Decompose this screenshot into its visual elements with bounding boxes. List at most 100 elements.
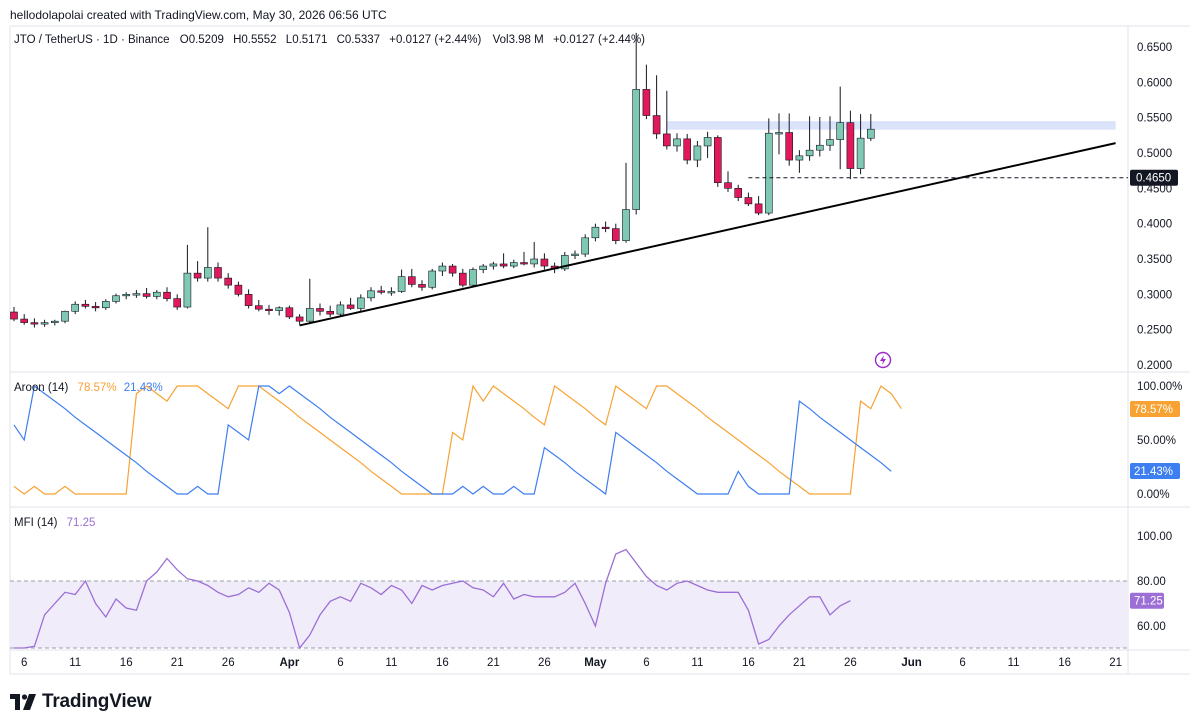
candle: [91, 302, 100, 312]
candle: [377, 285, 386, 295]
candle-body: [520, 262, 528, 265]
lightning-icon[interactable]: [874, 351, 892, 369]
price-tick-label: 0.6000: [1137, 77, 1172, 89]
candle-body: [754, 203, 763, 214]
time-axis[interactable]: 6 11 16 21 26 Apr 6 11 16 21 26 May 6 11 16 21 26 Jun 6 11 1…: [21, 657, 1122, 669]
resistance-zone[interactable]: [666, 121, 1116, 130]
candle-body: [815, 144, 824, 151]
mfi-title: MFI (14): [14, 517, 58, 529]
candle: [724, 171, 732, 192]
price-tick-label: 0.4000: [1137, 219, 1172, 231]
mfi-tick-label: 80.00: [1137, 576, 1166, 588]
candle: [265, 304, 273, 315]
mfi-marker: 71.25: [1130, 592, 1164, 609]
tradingview-logo[interactable]: TradingView: [10, 690, 152, 714]
aroon-pane[interactable]: [13, 384, 902, 496]
candle-body: [693, 145, 702, 161]
candle-body: [703, 137, 712, 147]
candle-body: [71, 303, 79, 312]
aroon-axis: 100.00% 50.00% 0.00%: [1137, 381, 1182, 501]
candle-body: [50, 320, 59, 323]
candle: [866, 113, 875, 141]
candle-body: [489, 263, 498, 267]
aroon-down-line: [13, 384, 892, 496]
volume-value: 3.98 M: [509, 34, 544, 46]
candle-body: [724, 182, 732, 189]
aroon-legend: Aroon (14) 78.57% 21.43%: [14, 382, 163, 394]
price-tick-label: 0.3500: [1137, 254, 1172, 266]
candle-body: [836, 122, 845, 140]
mfi-marker-label: 71.25: [1134, 596, 1163, 608]
candle-body: [305, 308, 314, 322]
price-axis[interactable]: 0.6500 0.6000 0.5500 0.5000 0.4500 0.4000 0.35…: [1137, 42, 1172, 372]
candle: [520, 251, 528, 266]
time-tick-label: 6: [337, 657, 343, 669]
open-value: 0.5209: [189, 34, 224, 46]
time-tick-label: 21: [171, 657, 184, 669]
candle: [744, 192, 753, 206]
candle-body: [275, 307, 284, 311]
aroon-tick-label: 0.00%: [1137, 489, 1170, 501]
candle-body: [642, 89, 651, 116]
candle: [214, 262, 222, 282]
candle: [10, 307, 18, 322]
time-tick-label: 26: [222, 657, 235, 669]
volume-label: Vol: [493, 34, 509, 46]
time-tick-label: 16: [742, 657, 755, 669]
time-tick-label: Apr: [279, 657, 299, 669]
candle: [193, 261, 202, 282]
candle: [295, 314, 304, 325]
candle: [224, 273, 232, 289]
candle: [40, 319, 49, 327]
candle-body: [377, 290, 386, 293]
candle: [71, 301, 79, 315]
candle: [469, 267, 477, 288]
candle-body: [601, 226, 610, 229]
aroon-tick-label: 100.00%: [1137, 381, 1182, 393]
candle-body: [265, 308, 273, 311]
candle-body: [469, 269, 477, 286]
candle-body: [652, 115, 661, 135]
time-tick-label: 16: [1058, 657, 1071, 669]
candle: [581, 234, 590, 257]
candle: [30, 318, 39, 328]
aroon-tick-label: 50.00%: [1137, 435, 1176, 447]
candle: [153, 290, 161, 300]
candle-body: [336, 304, 345, 315]
candle-body: [622, 209, 630, 241]
candle-body: [438, 265, 447, 272]
support-trendline[interactable]: [299, 142, 1116, 327]
candle: [183, 244, 192, 309]
candle-body: [581, 237, 590, 255]
price-tick-label: 0.3000: [1137, 289, 1172, 301]
close-value: 0.5337: [345, 34, 380, 46]
candle: [234, 281, 243, 297]
candle: [673, 133, 681, 152]
time-tick-label: 11: [1008, 657, 1020, 669]
candle: [530, 242, 539, 268]
candle-body: [683, 138, 692, 161]
candle-body: [856, 137, 865, 169]
candle-body: [122, 294, 130, 297]
candle-body: [428, 270, 437, 288]
low-value: 0.5171: [292, 34, 327, 46]
candle-body: [173, 298, 181, 308]
aroon-down-marker-label: 21.43%: [1134, 466, 1173, 478]
candle-body: [540, 258, 549, 267]
candle-body: [326, 310, 335, 315]
mfi-pane[interactable]: [10, 548, 1128, 650]
candle: [132, 290, 141, 298]
price-tick-label: 0.2500: [1137, 325, 1172, 337]
candle: [632, 32, 641, 215]
price-pane[interactable]: [10, 32, 1129, 328]
candle-body: [418, 284, 426, 288]
aroon-down-marker: 21.43%: [1130, 463, 1180, 479]
candle-body: [142, 293, 151, 297]
candle: [734, 184, 743, 202]
low-label: L: [286, 34, 293, 46]
candle-body: [163, 291, 171, 299]
candle-body: [183, 272, 192, 308]
candle: [622, 162, 630, 243]
